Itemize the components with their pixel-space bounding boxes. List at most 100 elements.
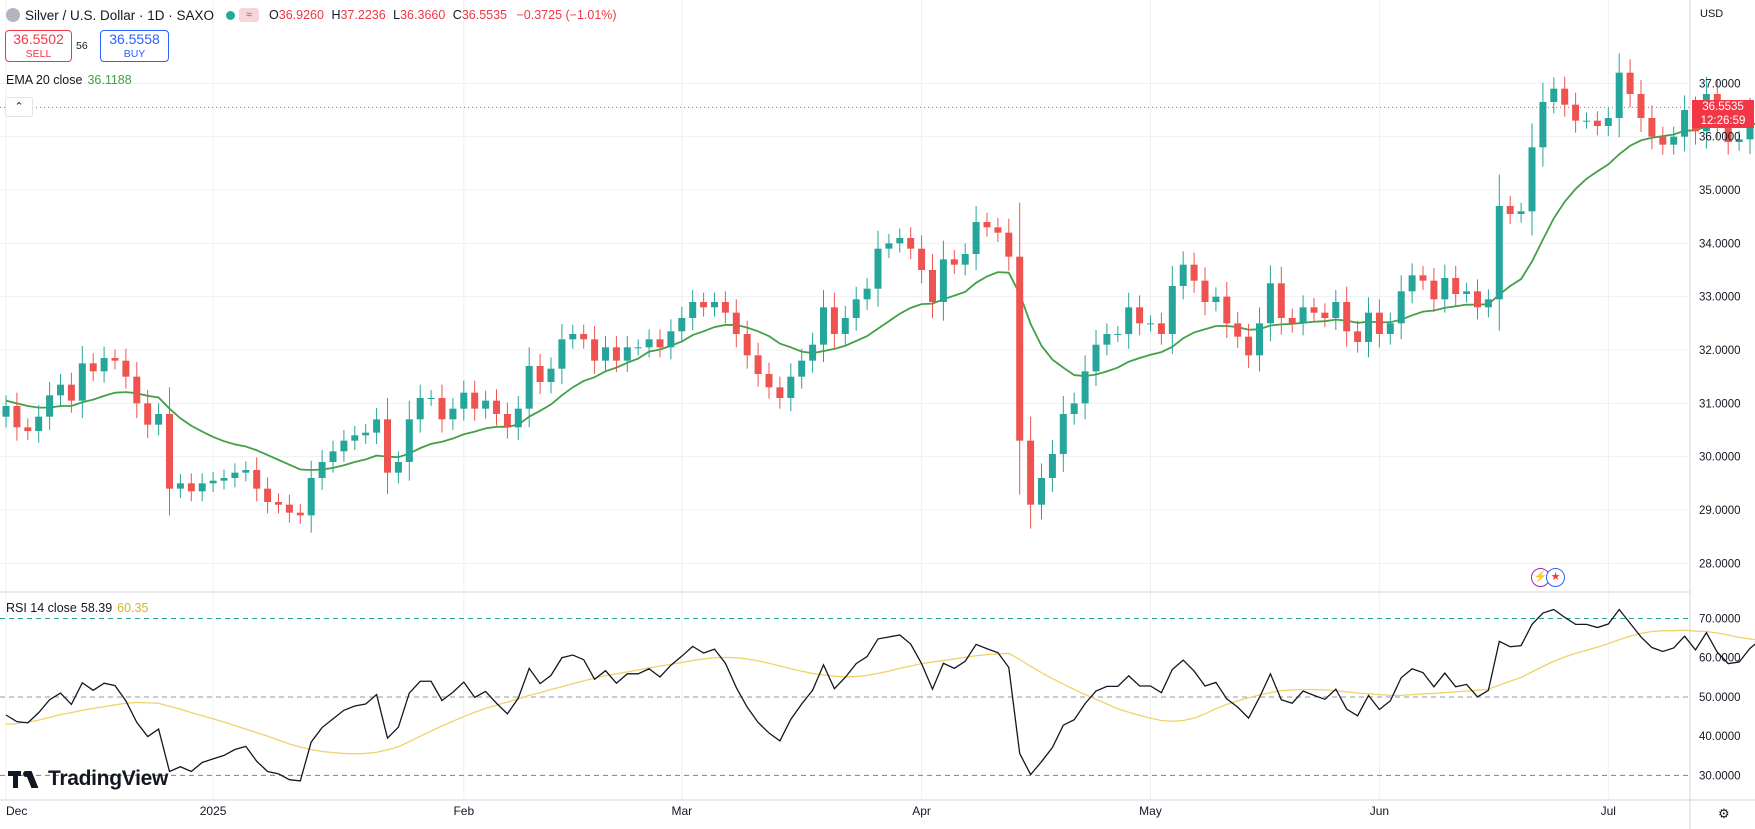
candle-body: [1550, 88, 1558, 102]
candle-body: [700, 302, 708, 308]
candle-body: [176, 483, 184, 489]
candle-body: [1168, 286, 1176, 334]
candle-body: [1572, 104, 1580, 121]
ohlc-values: O36.9260 H37.2236 L36.3660 C36.5535 −0.3…: [269, 8, 617, 22]
candle-body: [1441, 278, 1449, 300]
price-tick-label: 29.0000: [1699, 505, 1741, 517]
candle-body: [209, 480, 217, 484]
candle-body: [144, 403, 152, 425]
candle-body: [242, 470, 250, 473]
candle-body: [340, 440, 348, 452]
candle-body: [721, 302, 729, 313]
sell-button[interactable]: 36.5502 SELL: [5, 30, 72, 62]
rsi-legend-value: 58.39: [80, 601, 113, 615]
candle-body: [1310, 307, 1318, 313]
rsi-tick-label: 50.0000: [1699, 692, 1741, 704]
candle-body: [1408, 275, 1416, 292]
candle-body: [950, 259, 958, 265]
candle-body: [809, 344, 817, 361]
candle-body: [1288, 318, 1296, 324]
brand-name: TradingView: [48, 767, 169, 790]
toggle-approx-icon[interactable]: ≈: [239, 8, 260, 22]
symbol-header: Silver / U.S. Dollar · 1D · SAXO ≈ O36.9…: [6, 6, 617, 24]
candle-body: [874, 248, 882, 289]
candle-body: [656, 339, 664, 348]
market-open-dot-icon: [226, 10, 236, 20]
candle-body: [1299, 307, 1307, 324]
candle-body: [253, 470, 261, 489]
price-tick-label: 35.0000: [1699, 185, 1741, 197]
candle-body: [220, 478, 228, 481]
candle-body: [1277, 283, 1285, 318]
candle-body: [503, 414, 511, 428]
candle-body: [351, 435, 359, 441]
candle-body: [580, 334, 588, 340]
candle-body: [1125, 307, 1133, 334]
candle-body: [1343, 302, 1351, 332]
candle-body: [623, 347, 631, 361]
candle-body: [1038, 478, 1045, 505]
price-tick-label: 31.0000: [1699, 398, 1741, 410]
price-tick-label: 30.0000: [1699, 452, 1741, 464]
price-tick-label: 37.0000: [1699, 78, 1741, 90]
candle-body: [929, 270, 936, 302]
time-tick-label: Jun: [1370, 804, 1389, 818]
candle-body: [394, 462, 402, 473]
candle-body: [57, 384, 64, 396]
price-tick-label: 28.0000: [1699, 558, 1741, 570]
candle-body: [863, 288, 871, 300]
symbol-title[interactable]: Silver / U.S. Dollar · 1D · SAXO: [25, 7, 215, 23]
time-tick-label: Dec: [6, 804, 27, 818]
candle-body: [743, 334, 751, 356]
candle-body: [1506, 206, 1514, 214]
candle-body: [612, 347, 620, 361]
rsi-legend[interactable]: RSI 14 close 58.39 60.35: [6, 601, 148, 615]
rsi-pane: [0, 608, 1755, 782]
sell-price: 36.5502: [13, 31, 64, 47]
candle-body: [1332, 302, 1340, 318]
candle-body: [198, 483, 206, 492]
candle-body: [307, 478, 315, 516]
candle-body: [166, 414, 173, 489]
ema-legend[interactable]: EMA 20 close 36.1188: [6, 73, 132, 87]
candle-body: [427, 398, 435, 399]
candle-body: [667, 331, 675, 348]
tradingview-mark-icon: [8, 769, 42, 789]
candle-body: [264, 488, 272, 502]
candle-body: [449, 408, 457, 420]
candle-body: [1354, 331, 1362, 342]
rsi-legend-label: RSI 14 close: [6, 601, 77, 615]
us-flag-event-icon[interactable]: ★: [1546, 568, 1565, 587]
candle-body: [1495, 206, 1503, 300]
silver-logo-icon: [6, 8, 20, 22]
candle-body: [1593, 120, 1601, 126]
candle-body: [482, 400, 490, 409]
candle-body: [1648, 118, 1656, 137]
candle-body: [558, 339, 566, 369]
candle-body: [634, 347, 642, 349]
candle-body: [1114, 334, 1122, 335]
candle-body: [13, 406, 21, 428]
last-price-value: 36.5535: [1702, 101, 1744, 114]
candle-body: [1070, 403, 1078, 414]
ema-legend-label: EMA 20 close: [6, 73, 83, 87]
time-tick-label: Apr: [912, 804, 931, 818]
collapse-legend-chevron-up-icon[interactable]: ⌃: [5, 97, 33, 117]
settings-gear-icon[interactable]: ⚙: [1718, 806, 1730, 821]
rsi-polyline: [5, 608, 1755, 782]
candle-body: [1266, 283, 1274, 324]
last-price-tag: 36.5535 12:26:59: [1692, 100, 1754, 129]
axes: 28.0000 29.0000 30.0000 31.0000 32.0000 33.00…: [6, 78, 1741, 818]
candle-body: [133, 376, 141, 404]
candle-body: [525, 366, 533, 409]
candle-body: [1626, 72, 1634, 94]
currency-label[interactable]: USD: [1700, 8, 1724, 20]
candle-body: [732, 312, 740, 334]
candle-body: [536, 366, 544, 382]
time-tick-label: Feb: [453, 804, 474, 818]
candle-body: [1081, 371, 1089, 404]
buy-button[interactable]: 36.5558 BUY: [100, 30, 169, 62]
candle-body: [547, 368, 555, 382]
